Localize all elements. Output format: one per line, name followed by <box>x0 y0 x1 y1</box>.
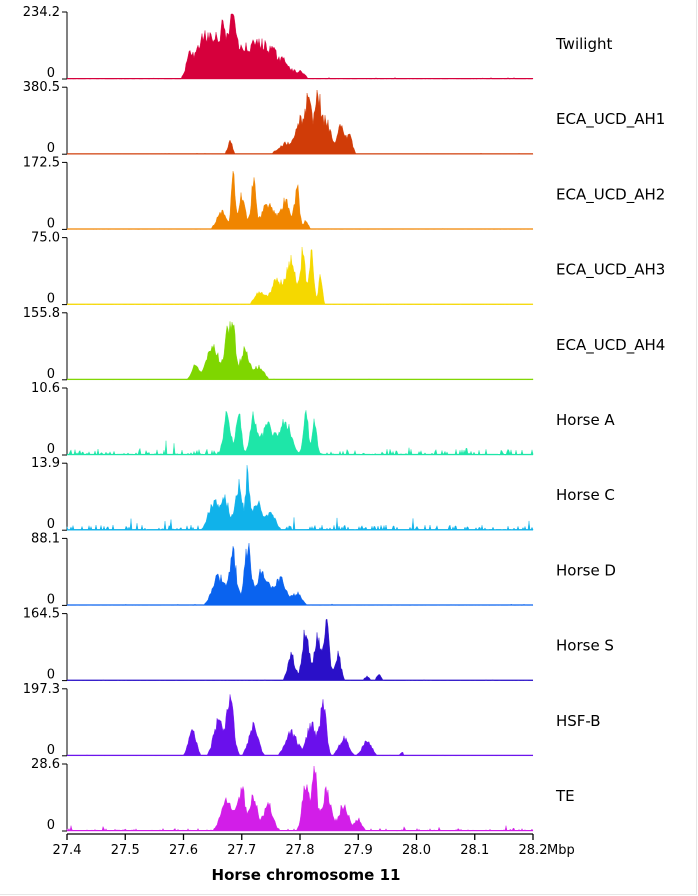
y-max-label-te: 28.6 <box>31 757 60 772</box>
coverage-area-eca-ucd-ah4 <box>66 321 534 381</box>
x-tick-label-0: 27.4 <box>53 843 82 858</box>
y-zero-label-hsf-b: 0 <box>47 743 55 758</box>
y-max-label-horse-c: 13.9 <box>31 456 60 471</box>
coverage-area-horse-a <box>66 410 534 456</box>
y-zero-label-te: 0 <box>47 818 55 833</box>
track-label-horse-s: Horse S <box>556 637 614 655</box>
y-max-label-horse-s: 164.5 <box>23 607 60 622</box>
coverage-area-eca-ucd-ah1 <box>66 89 534 155</box>
y-max-label-eca-ucd-ah3: 75.0 <box>31 231 60 246</box>
x-unit-label: Mbp <box>547 843 575 858</box>
track-label-eca-ucd-ah3: ECA_UCD_AH3 <box>556 261 665 280</box>
y-max-label-horse-a: 10.6 <box>31 381 60 396</box>
coverage-area-horse-s <box>66 618 534 681</box>
coverage-area-te <box>66 765 534 832</box>
coverage-area-eca-ucd-ah3 <box>66 246 534 305</box>
y-max-label-horse-d: 88.1 <box>31 531 60 546</box>
track-label-horse-d: Horse D <box>556 561 616 579</box>
y-zero-label-eca-ucd-ah3: 0 <box>47 292 55 307</box>
y-max-label-eca-ucd-ah4: 155.8 <box>23 306 60 321</box>
coverage-area-horse-d <box>66 543 534 606</box>
y-max-label-eca-ucd-ah2: 172.5 <box>23 155 60 170</box>
x-tick-label-4: 27.8 <box>286 843 315 858</box>
coverage-area-twilight <box>66 13 534 80</box>
x-tick-label-3: 27.7 <box>227 843 256 858</box>
track-label-horse-c: Horse C <box>556 486 615 504</box>
track-label-eca-ucd-ah2: ECA_UCD_AH2 <box>556 185 665 204</box>
x-tick-label-1: 27.5 <box>111 843 140 858</box>
track-label-te: TE <box>555 787 575 805</box>
y-zero-label-horse-a: 0 <box>47 442 55 457</box>
track-label-hsf-b: HSF-B <box>556 712 601 730</box>
y-zero-label-horse-s: 0 <box>47 668 55 683</box>
track-label-horse-a: Horse A <box>556 411 615 429</box>
x-tick-label-8: 28.2 <box>519 843 548 858</box>
y-zero-label-eca-ucd-ah2: 0 <box>47 216 55 231</box>
track-label-twilight: Twilight <box>555 35 612 53</box>
y-zero-label-horse-c: 0 <box>47 517 55 532</box>
y-zero-label-twilight: 0 <box>47 66 55 81</box>
coverage-area-horse-c <box>66 465 534 531</box>
track-label-eca-ucd-ah4: ECA_UCD_AH4 <box>556 336 665 355</box>
y-zero-label-eca-ucd-ah1: 0 <box>47 141 55 156</box>
x-tick-label-6: 28.0 <box>402 843 431 858</box>
x-tick-label-7: 28.1 <box>460 843 489 858</box>
y-max-label-hsf-b: 197.3 <box>23 682 60 697</box>
x-tick-label-5: 27.9 <box>344 843 373 858</box>
coverage-area-hsf-b <box>66 694 534 757</box>
x-tick-label-2: 27.6 <box>169 843 198 858</box>
y-max-label-eca-ucd-ah1: 380.5 <box>23 80 60 95</box>
x-axis-title: Horse chromosome 11 <box>212 866 401 884</box>
y-max-label-twilight: 234.2 <box>23 5 60 20</box>
coverage-area-eca-ucd-ah2 <box>66 171 534 230</box>
track-label-eca-ucd-ah1: ECA_UCD_AH1 <box>556 110 665 129</box>
y-zero-label-horse-d: 0 <box>47 592 55 607</box>
y-zero-label-eca-ucd-ah4: 0 <box>47 367 55 382</box>
